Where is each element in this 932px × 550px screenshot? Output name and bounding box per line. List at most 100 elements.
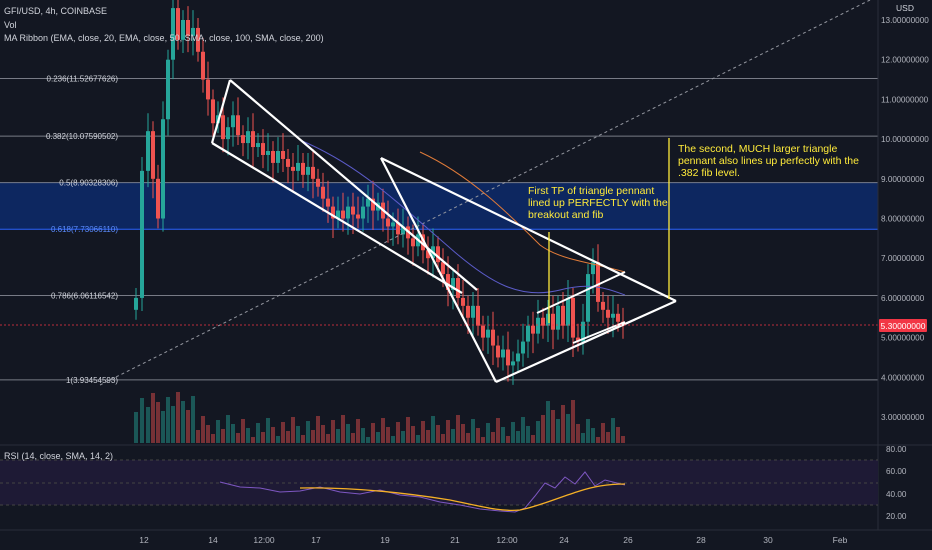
- candle-body: [461, 297, 465, 306]
- price-tick-label: 12.00000000: [881, 56, 929, 65]
- candle-body: [576, 337, 580, 342]
- candle-body: [366, 198, 370, 207]
- price-tick-label: 13.00000000: [881, 16, 929, 25]
- price-tick-label: 4.00000000: [881, 373, 925, 382]
- candle-body: [566, 297, 570, 326]
- volume-bar: [256, 423, 260, 443]
- volume-bar: [446, 420, 450, 443]
- time-tick-label: 17: [311, 535, 321, 545]
- volume-bar: [186, 410, 190, 443]
- candle-body: [271, 151, 275, 163]
- volume-bar: [461, 424, 465, 443]
- price-tick-label: 6.00000000: [881, 294, 925, 303]
- volume-bar: [536, 421, 540, 443]
- candle-body: [356, 214, 360, 219]
- volume-bar: [356, 419, 360, 443]
- volume-bar: [621, 436, 625, 443]
- candle-body: [156, 178, 160, 219]
- volume-bar: [581, 433, 585, 443]
- volume-bar: [511, 422, 515, 443]
- annotation-second-pennant: The second, MUCH larger triangle pennant…: [678, 143, 859, 179]
- volume-bar: [551, 410, 555, 443]
- currency-label: USD: [896, 3, 914, 13]
- volume-bar: [271, 427, 275, 443]
- rsi-legend: RSI (14, close, SMA, 14, 2): [4, 451, 114, 461]
- rsi-tick-label: 20.00: [886, 512, 907, 521]
- volume-bar: [396, 422, 400, 443]
- price-tick-label: 5.00000000: [881, 334, 925, 343]
- volume-bar: [341, 415, 345, 443]
- volume-bar: [596, 437, 600, 443]
- volume-bar: [386, 427, 390, 443]
- volume-bar: [426, 430, 430, 443]
- volume-bar: [556, 419, 560, 443]
- volume-bar: [481, 437, 485, 443]
- volume-bar: [346, 424, 350, 443]
- candle-body: [201, 51, 205, 80]
- volume-bar: [611, 418, 615, 443]
- volume-bar: [526, 426, 530, 443]
- candle-body: [456, 278, 460, 298]
- candle-body: [226, 127, 230, 140]
- volume-bar: [134, 412, 138, 443]
- candle-body: [306, 166, 310, 175]
- candle-body: [336, 210, 340, 219]
- volume-bar: [276, 436, 280, 443]
- price-axis[interactable]: 13.00000000 12.00000000 11.00000000 10.0000…: [881, 16, 929, 422]
- candle-body: [371, 198, 375, 211]
- volume-bar: [140, 398, 144, 443]
- candle-body: [616, 313, 620, 322]
- candle-body: [316, 178, 320, 187]
- candle-body: [486, 329, 490, 338]
- candle-body: [521, 341, 525, 354]
- candle-body: [211, 99, 215, 124]
- candle-body: [151, 131, 155, 179]
- volume-bar: [326, 434, 330, 443]
- volume-bar: [206, 425, 210, 443]
- candle-body: [571, 297, 575, 338]
- fib-band-0.5-0.618: [0, 182, 878, 229]
- volume-bar: [566, 414, 570, 443]
- volume-bar: [331, 420, 335, 443]
- volume-bar: [191, 396, 195, 443]
- candle-body: [516, 353, 520, 362]
- price-tick-label: 3.00000000: [881, 413, 925, 422]
- volume-bar: [616, 427, 620, 443]
- volume-bar: [246, 428, 250, 443]
- candle-body: [321, 186, 325, 199]
- volume-bar: [181, 401, 185, 443]
- candle-body: [611, 313, 615, 318]
- candle-body: [261, 143, 265, 155]
- candle-body: [466, 305, 470, 318]
- price-tick-label: 10.00000000: [881, 135, 929, 144]
- volume-bar: [401, 431, 405, 443]
- candle-body: [196, 27, 200, 52]
- volume-bar: [571, 400, 575, 443]
- candle-body: [596, 262, 600, 302]
- volume-bar: [241, 419, 245, 443]
- candle-body: [601, 301, 605, 310]
- volume-bars: [134, 392, 625, 443]
- volume-bar: [466, 433, 470, 443]
- candle-body: [351, 206, 355, 215]
- candle-body: [140, 170, 144, 298]
- candle-body: [291, 166, 295, 171]
- volume-bar: [176, 392, 180, 443]
- candle-body: [171, 8, 175, 60]
- volume-bar: [416, 435, 420, 443]
- time-tick-label: 28: [696, 535, 706, 545]
- price-tick-label: 11.00000000: [881, 95, 929, 104]
- volume-bar: [371, 423, 375, 443]
- volume-bar: [231, 424, 235, 443]
- triangle-upper: [380, 157, 677, 302]
- volume-bar: [486, 423, 490, 443]
- volume-bar: [471, 419, 475, 443]
- ma-ribbon-orange: [419, 151, 626, 273]
- candle-body: [476, 305, 480, 326]
- volume-bar: [216, 420, 220, 443]
- candle-body: [281, 151, 285, 159]
- volume-bar: [211, 434, 215, 443]
- volume-bar: [531, 435, 535, 443]
- price-tick-label: 8.00000000: [881, 215, 925, 224]
